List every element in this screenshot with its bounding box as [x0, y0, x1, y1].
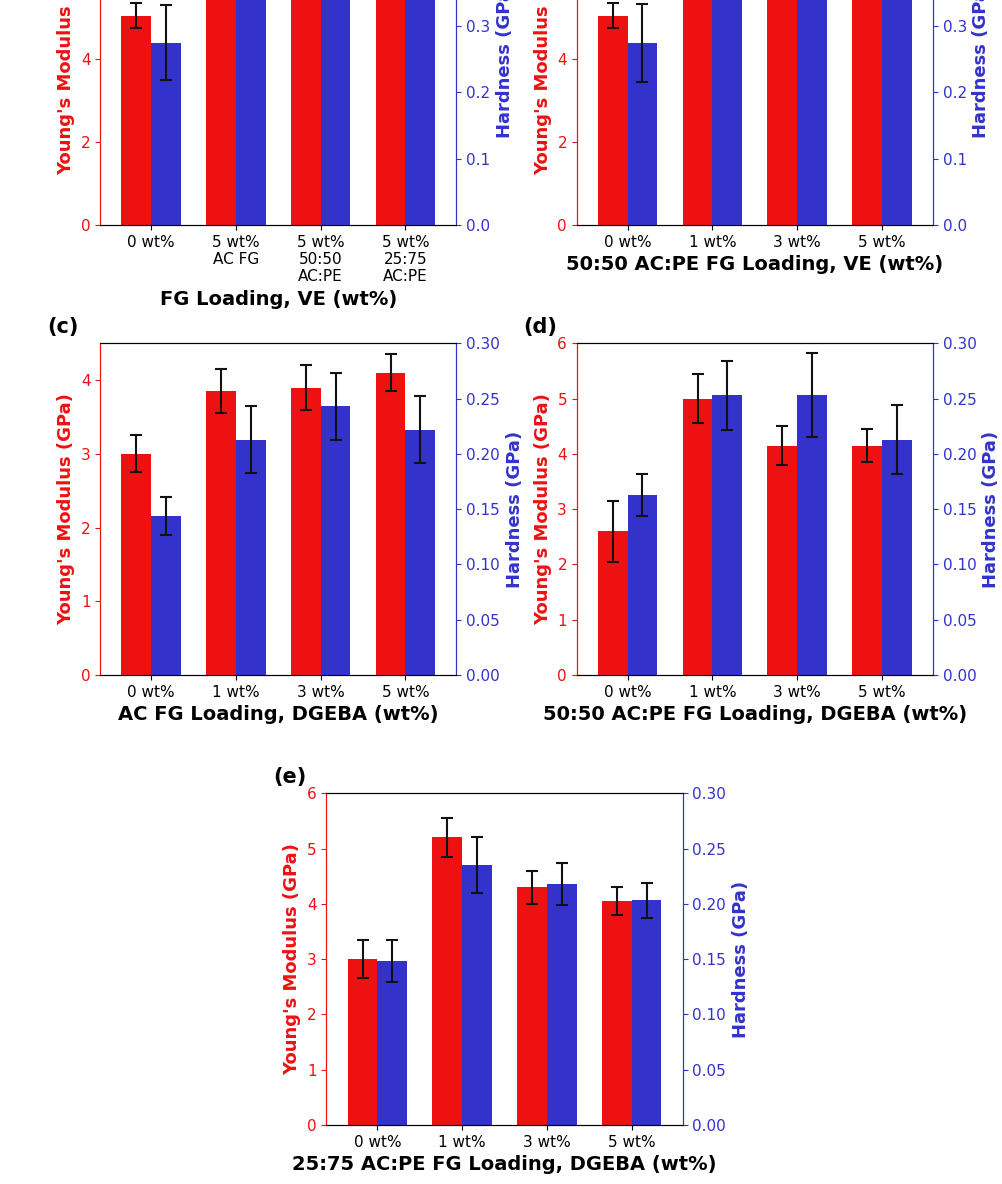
- Bar: [206, 391, 235, 675]
- Bar: [682, 399, 711, 675]
- Bar: [767, 0, 797, 225]
- Y-axis label: Hardness (GPa): Hardness (GPa): [495, 0, 513, 137]
- Bar: [348, 959, 377, 1125]
- Bar: [627, 495, 656, 675]
- Bar: [151, 43, 180, 225]
- Bar: [767, 445, 797, 675]
- Bar: [881, 439, 911, 675]
- Y-axis label: Hardness (GPa): Hardness (GPa): [971, 0, 989, 137]
- Bar: [321, 0, 350, 225]
- Bar: [206, 0, 235, 225]
- Text: (c): (c): [47, 317, 78, 336]
- Y-axis label: Young's Modulus (GPa): Young's Modulus (GPa): [284, 843, 302, 1075]
- Bar: [852, 0, 881, 225]
- Bar: [682, 0, 711, 225]
- Bar: [321, 406, 350, 675]
- Y-axis label: Hardness (GPa): Hardness (GPa): [981, 431, 999, 587]
- Y-axis label: Young's Modulus (GPa): Young's Modulus (GPa): [57, 0, 75, 175]
- Text: (e): (e): [273, 767, 306, 786]
- Bar: [517, 887, 546, 1125]
- Bar: [546, 884, 576, 1125]
- X-axis label: 50:50 AC:PE FG Loading, DGEBA (wt%): 50:50 AC:PE FG Loading, DGEBA (wt%): [542, 706, 966, 725]
- X-axis label: AC FG Loading, DGEBA (wt%): AC FG Loading, DGEBA (wt%): [118, 706, 438, 725]
- Text: (d): (d): [523, 317, 557, 336]
- Bar: [291, 0, 321, 225]
- Bar: [377, 961, 407, 1125]
- Y-axis label: Hardness (GPa): Hardness (GPa): [731, 881, 748, 1037]
- X-axis label: 25:75 AC:PE FG Loading, DGEBA (wt%): 25:75 AC:PE FG Loading, DGEBA (wt%): [292, 1156, 716, 1175]
- Bar: [235, 439, 266, 675]
- Bar: [631, 901, 660, 1125]
- Bar: [852, 445, 881, 675]
- Bar: [235, 0, 266, 225]
- Y-axis label: Young's Modulus (GPa): Young's Modulus (GPa): [533, 393, 551, 625]
- Bar: [151, 516, 180, 675]
- Bar: [797, 395, 826, 675]
- Bar: [291, 387, 321, 675]
- Bar: [121, 453, 151, 675]
- Bar: [432, 837, 462, 1125]
- Y-axis label: Young's Modulus (GPa): Young's Modulus (GPa): [57, 393, 75, 625]
- Bar: [597, 15, 627, 225]
- Bar: [597, 532, 627, 675]
- Bar: [711, 0, 741, 225]
- Y-axis label: Hardness (GPa): Hardness (GPa): [505, 431, 523, 587]
- Bar: [405, 0, 435, 225]
- Bar: [601, 901, 631, 1125]
- Bar: [376, 373, 405, 675]
- Bar: [711, 395, 741, 675]
- Bar: [627, 43, 656, 225]
- Bar: [376, 0, 405, 225]
- X-axis label: 50:50 AC:PE FG Loading, VE (wt%): 50:50 AC:PE FG Loading, VE (wt%): [566, 256, 942, 275]
- Bar: [121, 15, 151, 225]
- X-axis label: FG Loading, VE (wt%): FG Loading, VE (wt%): [159, 290, 397, 309]
- Bar: [405, 430, 435, 675]
- Y-axis label: Young's Modulus (GPa): Young's Modulus (GPa): [533, 0, 551, 175]
- Bar: [881, 0, 911, 225]
- Bar: [462, 866, 491, 1125]
- Bar: [797, 0, 826, 225]
